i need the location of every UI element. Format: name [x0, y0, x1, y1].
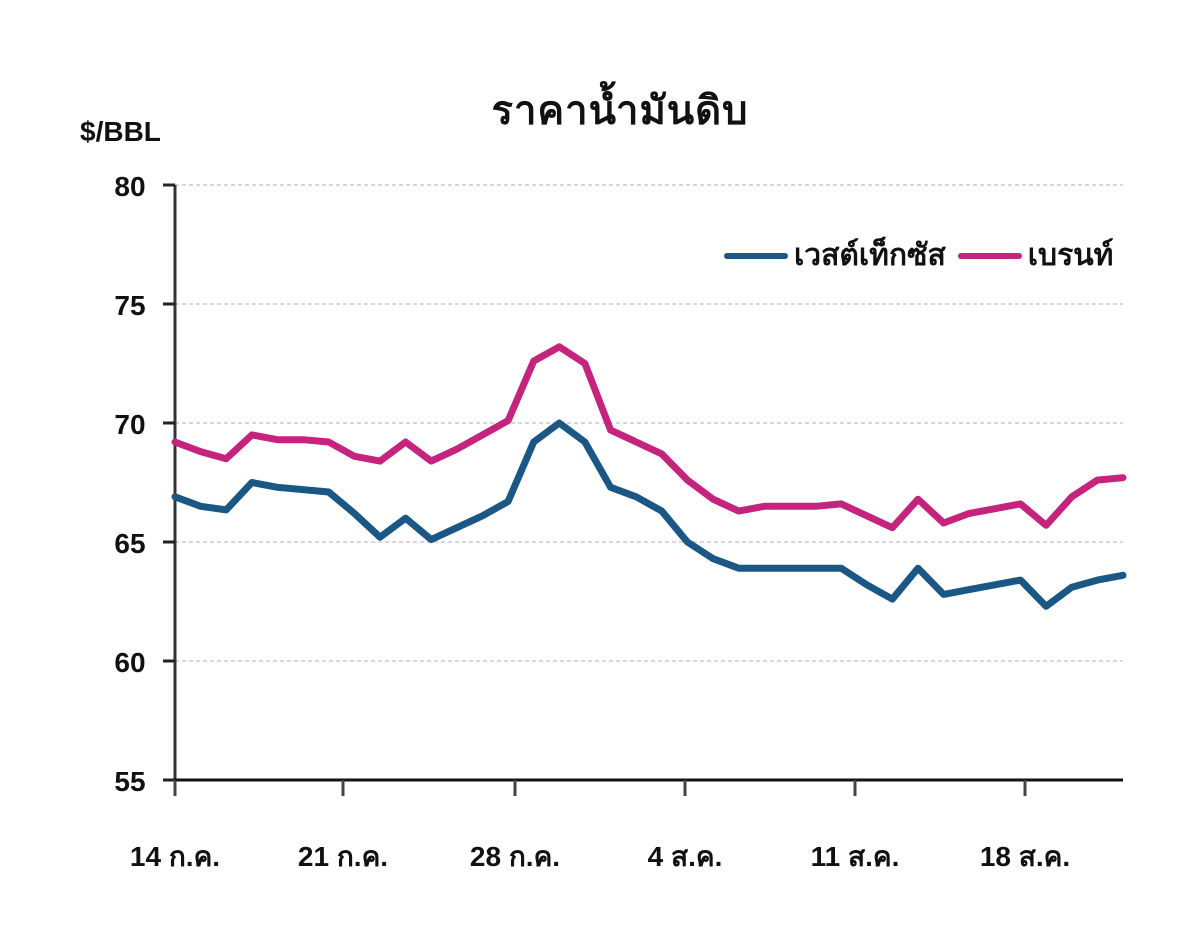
- x-tick-label: 28 ก.ค.: [470, 841, 560, 872]
- y-tick-label: 70: [114, 409, 145, 440]
- legend-label-wti: เวสต์เท็กซัส: [794, 239, 946, 272]
- legend-item-brent: เบรนท์: [957, 232, 1114, 279]
- x-tick-label: 18 ส.ค.: [980, 841, 1070, 872]
- axes: [163, 185, 1123, 796]
- y-tick-label: 65: [114, 528, 145, 559]
- x-tick-label: 11 ส.ค.: [811, 841, 900, 872]
- y-tick-label: 55: [114, 766, 145, 797]
- chart-title: ราคาน้ำมันดิบ: [491, 89, 749, 133]
- y-axis-ticks: 55 60 65 70 75 80: [114, 171, 175, 797]
- y-tick-label: 60: [114, 647, 145, 678]
- x-axis-ticks: 14 ก.ค. 21 ก.ค. 28 ก.ค. 4 ส.ค. 11 ส.ค. 18 ส.ค…: [130, 780, 1070, 872]
- brent-price-line: [171, 343, 1127, 532]
- y-axis-unit-label: $/BBL: [80, 116, 161, 147]
- wti-price-line: [171, 419, 1127, 610]
- legend-swatch-brent: [957, 252, 1022, 259]
- x-tick-label: 4 ส.ค.: [648, 841, 723, 872]
- legend-item-wti: เวสต์เท็กซัส: [724, 232, 946, 279]
- chart-legend: เวสต์เท็กซัส เบรนท์: [724, 232, 1125, 279]
- x-tick-label: 21 ก.ค.: [298, 841, 388, 872]
- data-lines: [171, 343, 1127, 610]
- legend-swatch-wti: [724, 252, 788, 259]
- y-tick-label: 80: [114, 171, 145, 202]
- legend-label-brent: เบรนท์: [1027, 239, 1114, 272]
- x-tick-label: 14 ก.ค.: [130, 841, 220, 872]
- y-tick-label: 75: [114, 290, 145, 321]
- gridlines: [175, 184, 1123, 662]
